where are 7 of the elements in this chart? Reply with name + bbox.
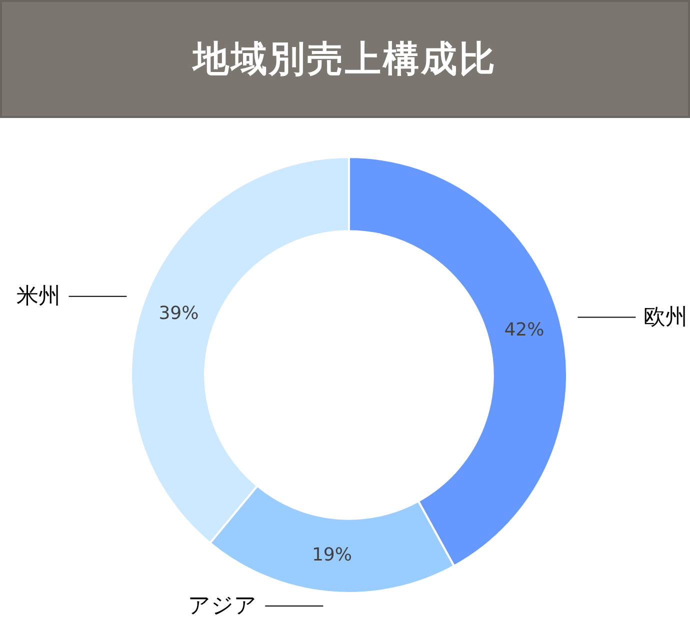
slice-label: アジア <box>188 593 258 618</box>
slice-label: 米州 <box>16 284 61 309</box>
data-label: 42% <box>504 320 544 340</box>
slice-label: 欧州 <box>644 304 688 330</box>
chart-title: 地域別売上構成比 <box>193 38 497 82</box>
data-label: 19% <box>312 544 352 566</box>
data-label: 39% <box>158 303 199 324</box>
